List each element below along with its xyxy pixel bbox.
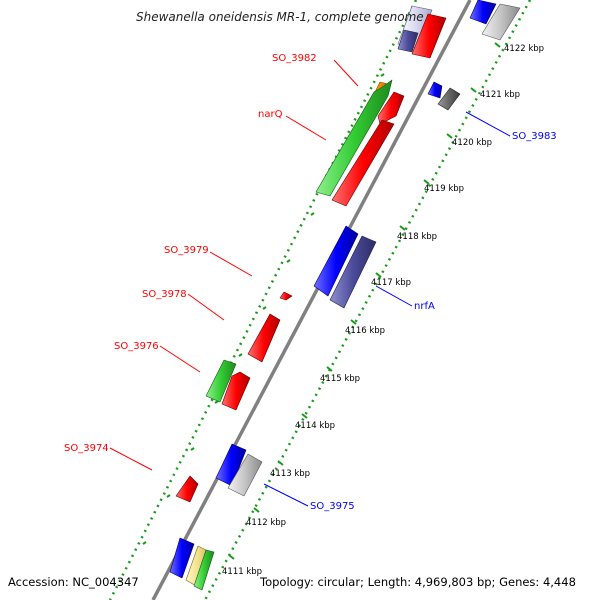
tick-label: 4119 kbp [424, 184, 464, 194]
tick-label: 4120 kbp [452, 138, 492, 148]
kbp-tick-labels: 4122 kbp 4121 kbp 4120 kbp 4119 kbp 4118… [222, 44, 544, 577]
gene-feature-blue[interactable] [313, 225, 359, 297]
gene-so-3975[interactable] [227, 453, 263, 497]
tick-label: 4122 kbp [504, 44, 544, 54]
tick-label: 4117 kbp [371, 278, 411, 288]
label-leader-lines [109, 59, 511, 507]
tick-label: 4111 kbp [222, 567, 262, 577]
gene-feature-red[interactable] [377, 91, 405, 125]
kbp-tick-marks [228, 42, 501, 560]
gene-feature-blue[interactable] [469, 0, 497, 25]
gene-feature-red[interactable] [411, 13, 447, 59]
gene-feature-red[interactable] [331, 119, 395, 207]
gene-label-so-3982[interactable]: SO_3982 [272, 53, 317, 64]
reverse-strand-genes [215, 0, 521, 497]
gene-labels-right: SO_3983 nrfA SO_3975 [310, 131, 557, 512]
accession-text: Accession: NC_004347 [8, 575, 139, 589]
gene-label-nrfa[interactable]: nrfA [414, 301, 435, 312]
outer-dotted-ring [108, 0, 418, 600]
inner-dotted-ring [203, 0, 532, 600]
gene-label-so-3979[interactable]: SO_3979 [164, 245, 209, 256]
gene-feature-navy[interactable] [397, 29, 419, 53]
gene-label-so-3975[interactable]: SO_3975 [310, 501, 355, 512]
tick-label: 4113 kbp [270, 469, 310, 479]
gene-labels-left: SO_3982 narQ SO_3979 SO_3978 SO_3976 SO_… [64, 53, 317, 454]
gene-label-so-3983[interactable]: SO_3983 [512, 131, 557, 142]
gene-feature-darkgrey[interactable] [437, 87, 461, 111]
gene-feature-green[interactable] [193, 549, 215, 591]
gene-so-3979[interactable] [279, 291, 293, 301]
map-title: Shewanella oneidensis MR-1, complete gen… [136, 10, 424, 24]
gene-label-so-3976[interactable]: SO_3976 [114, 341, 159, 352]
genome-summary-text: Topology: circular; Length: 4,969,803 bp… [259, 575, 576, 589]
gene-so-3974[interactable] [175, 475, 199, 503]
gene-so-3978[interactable] [247, 313, 281, 363]
gene-feature-grey[interactable] [481, 3, 521, 41]
gene-nrfa[interactable] [329, 235, 377, 309]
gene-label-so-3974[interactable]: SO_3974 [64, 443, 109, 454]
forward-strand-genes [169, 5, 447, 591]
gene-label-narq[interactable]: narQ [258, 109, 283, 120]
gene-narq[interactable] [315, 79, 393, 197]
gene-so-3976[interactable] [205, 359, 237, 403]
gene-label-so-3978[interactable]: SO_3978 [142, 289, 187, 300]
gene-feature-red[interactable] [221, 371, 251, 411]
genome-backbone [151, 0, 472, 600]
gene-feature-blue[interactable] [169, 537, 195, 579]
tick-label: 4114 kbp [295, 421, 335, 431]
tick-label: 4112 kbp [246, 518, 286, 528]
gene-so-3983[interactable] [427, 81, 443, 99]
tick-label: 4121 kbp [480, 90, 520, 100]
tick-label: 4115 kbp [320, 374, 360, 384]
tick-label: 4118 kbp [397, 232, 437, 242]
tick-label: 4116 kbp [345, 326, 385, 336]
